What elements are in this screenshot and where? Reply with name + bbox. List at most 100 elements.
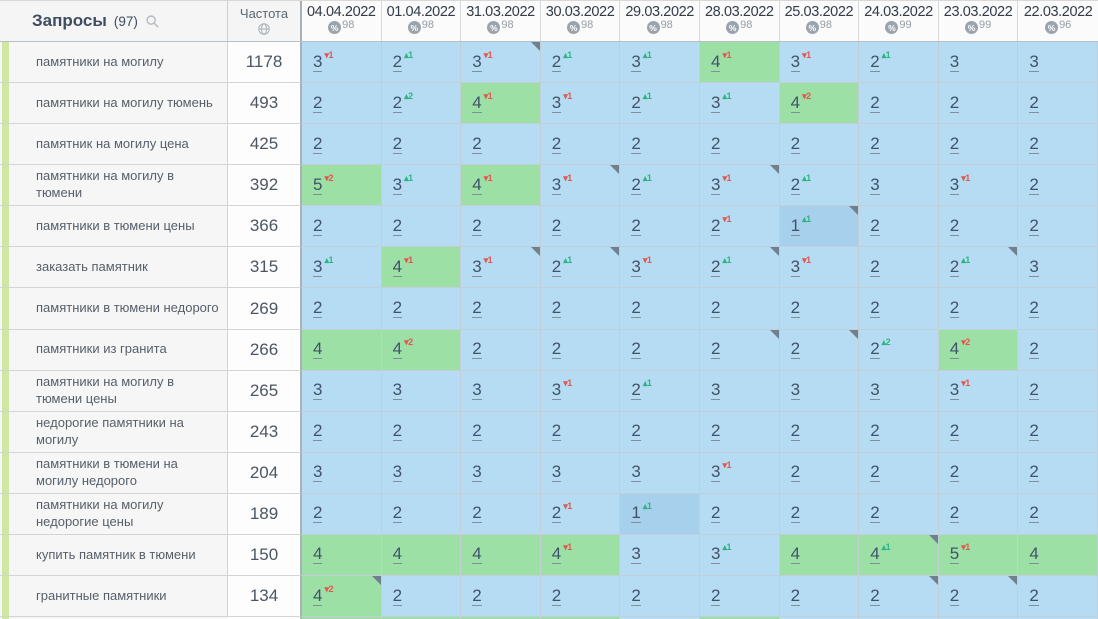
- keyword-cell[interactable]: памятники из гранита: [0, 329, 228, 371]
- position-cell[interactable]: 2: [302, 83, 382, 125]
- position-cell[interactable]: 4: [302, 534, 382, 577]
- position-cell[interactable]: 3 ▴1: [620, 42, 700, 84]
- position-cell[interactable]: 4 ▾2: [938, 329, 1019, 371]
- position-cell[interactable]: 3: [699, 370, 780, 412]
- position-cell[interactable]: 2: [461, 206, 541, 248]
- position-link[interactable]: 3: [710, 544, 721, 565]
- position-cell[interactable]: 2: [381, 206, 462, 248]
- position-cell[interactable]: 2: [859, 411, 939, 453]
- position-link[interactable]: 4: [949, 339, 960, 360]
- position-link[interactable]: 4: [392, 544, 403, 565]
- column-header-date[interactable]: 22.03.2022% 96: [1018, 1, 1098, 41]
- keyword-cell[interactable]: памятники на могилу в тюмени цены: [0, 370, 228, 412]
- position-cell[interactable]: 2: [381, 493, 462, 535]
- position-link[interactable]: 3: [313, 51, 323, 72]
- position-cell[interactable]: 3 ▾1: [779, 247, 860, 289]
- position-cell[interactable]: 4 ▾1: [540, 534, 621, 577]
- position-cell[interactable]: 3: [461, 370, 541, 412]
- column-header-date[interactable]: 25.03.2022% 98: [779, 1, 860, 41]
- position-cell[interactable]: 3: [620, 534, 700, 577]
- position-link[interactable]: 2: [870, 215, 880, 236]
- position-link[interactable]: 2: [551, 339, 562, 360]
- position-link[interactable]: 2: [870, 298, 880, 318]
- position-link[interactable]: 3: [392, 462, 403, 483]
- position-link[interactable]: 1: [631, 503, 641, 524]
- position-link[interactable]: 2: [949, 298, 960, 318]
- position-cell[interactable]: 2: [620, 206, 700, 248]
- position-link[interactable]: 3: [313, 462, 323, 483]
- position-cell[interactable]: 3: [859, 165, 939, 207]
- position-link[interactable]: 2: [392, 298, 403, 318]
- position-link[interactable]: 4: [472, 92, 482, 113]
- position-link[interactable]: 2: [472, 215, 482, 236]
- position-cell[interactable]: 2: [461, 329, 541, 371]
- table-row[interactable]: памятники на могилу тюмень 493 2 2 ▴2 4 ▾1 3 ▾1 2…: [0, 83, 1098, 125]
- table-row[interactable]: недорогие памятники на могилу 243 2 2 2 2 2 2 2 2…: [0, 411, 1098, 453]
- position-link[interactable]: 4: [551, 544, 562, 565]
- position-cell[interactable]: 3: [381, 370, 462, 412]
- position-link[interactable]: 3: [949, 174, 960, 195]
- position-link[interactable]: 2: [631, 174, 641, 195]
- position-link[interactable]: 2: [710, 421, 721, 442]
- position-link[interactable]: 4: [790, 544, 801, 565]
- position-link[interactable]: 2: [472, 298, 482, 318]
- position-cell[interactable]: 2: [1018, 83, 1098, 125]
- position-cell[interactable]: 3 ▴1: [699, 534, 780, 577]
- position-link[interactable]: 2: [870, 256, 880, 277]
- position-link[interactable]: 2: [472, 585, 482, 606]
- position-cell[interactable]: 2: [699, 576, 780, 618]
- position-cell[interactable]: 2: [938, 206, 1019, 248]
- position-cell[interactable]: 2 ▾1: [699, 206, 780, 248]
- position-cell[interactable]: 2: [620, 288, 700, 330]
- position-cell[interactable]: 2: [779, 288, 860, 330]
- column-header-date[interactable]: 23.03.2022% 99: [938, 1, 1019, 41]
- position-link[interactable]: 2: [551, 51, 562, 72]
- position-cell[interactable]: 2: [1018, 493, 1098, 535]
- position-link[interactable]: 2: [1029, 298, 1039, 318]
- position-link[interactable]: 2: [790, 339, 801, 360]
- position-link[interactable]: 3: [313, 380, 323, 401]
- position-cell[interactable]: 2: [540, 124, 621, 166]
- position-cell[interactable]: 2: [381, 411, 462, 453]
- position-link[interactable]: 2: [790, 298, 801, 318]
- position-link[interactable]: 2: [551, 133, 562, 154]
- position-link[interactable]: 3: [472, 380, 482, 401]
- position-link[interactable]: 2: [790, 503, 801, 524]
- position-cell[interactable]: 2: [620, 576, 700, 618]
- position-link[interactable]: 4: [313, 544, 323, 565]
- position-cell[interactable]: 3 ▾1: [938, 165, 1019, 207]
- position-link[interactable]: 3: [710, 92, 721, 113]
- position-link[interactable]: 3: [392, 174, 403, 195]
- search-icon[interactable]: [145, 14, 160, 29]
- position-cell[interactable]: 4: [779, 534, 860, 577]
- keyword-cell[interactable]: памятники в тюмени недорого: [0, 288, 228, 330]
- position-cell[interactable]: 2: [381, 288, 462, 330]
- position-cell[interactable]: 2: [461, 493, 541, 535]
- position-link[interactable]: 3: [710, 380, 721, 401]
- position-link[interactable]: 2: [631, 339, 641, 360]
- position-link[interactable]: 4: [313, 339, 323, 360]
- position-cell[interactable]: 5 ▾2: [302, 165, 382, 207]
- position-cell[interactable]: 3 ▾1: [779, 42, 860, 84]
- position-cell[interactable]: 2: [699, 288, 780, 330]
- position-cell[interactable]: 2 ▴1: [540, 42, 621, 84]
- position-link[interactable]: 3: [949, 380, 960, 401]
- position-link[interactable]: 2: [870, 503, 880, 524]
- position-cell[interactable]: 2: [779, 411, 860, 453]
- column-header-date[interactable]: 29.03.2022% 98: [620, 1, 700, 41]
- position-cell[interactable]: 3 ▾1: [461, 42, 541, 84]
- position-cell[interactable]: 2: [540, 329, 621, 371]
- position-cell[interactable]: 2: [938, 576, 1019, 618]
- column-header-date[interactable]: 04.04.2022% 98: [302, 1, 382, 41]
- position-cell[interactable]: 3: [302, 452, 382, 494]
- position-link[interactable]: 2: [1029, 133, 1039, 154]
- position-cell[interactable]: 2: [1018, 206, 1098, 248]
- position-link[interactable]: 2: [1029, 380, 1039, 401]
- keyword-cell[interactable]: недорогие памятники на могилу: [0, 411, 228, 453]
- position-link[interactable]: 2: [710, 298, 721, 318]
- position-link[interactable]: 2: [551, 298, 562, 318]
- position-link[interactable]: 2: [710, 503, 721, 524]
- position-cell[interactable]: 3: [1018, 247, 1098, 289]
- position-link[interactable]: 2: [1029, 339, 1039, 360]
- position-link[interactable]: 3: [1029, 256, 1039, 277]
